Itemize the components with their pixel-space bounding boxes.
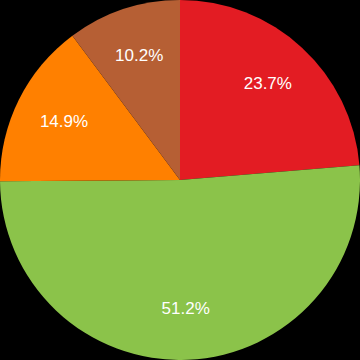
pie-slice bbox=[72, 0, 180, 180]
pie-slice bbox=[0, 165, 360, 360]
data-label: 51.2% bbox=[162, 299, 210, 318]
data-label: 14.9% bbox=[40, 112, 88, 131]
chart: 23.7% 51.2% 14.9% 10.2% bbox=[0, 0, 360, 360]
data-label: 23.7% bbox=[244, 74, 292, 93]
data-label: 10.2% bbox=[115, 46, 163, 65]
pie: 23.7% 51.2% 14.9% 10.2% bbox=[0, 0, 360, 360]
pie-slice bbox=[180, 0, 359, 180]
